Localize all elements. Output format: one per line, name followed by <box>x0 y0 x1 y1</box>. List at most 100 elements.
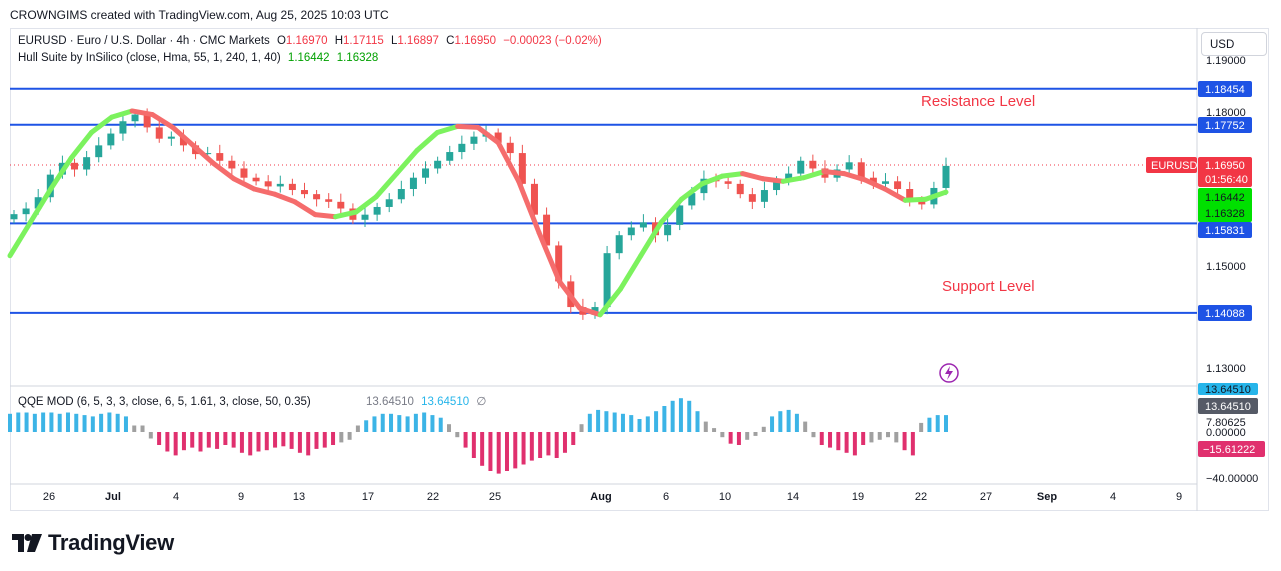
qqe-bar <box>173 432 178 456</box>
hull-segment <box>923 189 949 202</box>
chart-frame <box>10 28 1269 511</box>
candle-body <box>95 145 103 158</box>
qqe-bar <box>405 416 410 432</box>
candle-body <box>918 200 926 205</box>
candle-body <box>228 160 236 169</box>
candle-body <box>179 136 187 146</box>
candle-body <box>906 189 914 201</box>
candle-body <box>773 181 781 191</box>
qqe-bar <box>314 432 319 449</box>
qqe-bar <box>728 432 733 444</box>
qqe-bar <box>778 411 783 432</box>
time-axis[interactable]: 26 Jul 4 9 13 17 22 25 Aug 6 10 14 19 22 27 Sep 4 9 <box>43 491 1182 503</box>
hull-segment <box>312 212 339 220</box>
qqe-bar <box>811 432 816 438</box>
hull-segment <box>333 209 359 220</box>
candle-body <box>809 160 817 169</box>
candle-body <box>700 178 708 194</box>
qqe-bar <box>140 425 145 432</box>
candle-body <box>204 153 212 155</box>
qqe-bar <box>297 432 302 453</box>
x-tick: 4 <box>1110 491 1116 503</box>
hull-segment <box>129 108 155 118</box>
candle-body <box>131 114 139 122</box>
candle-body <box>845 162 853 170</box>
qqe-bar <box>389 413 394 432</box>
qqe-bar <box>488 432 493 471</box>
qqe-bar <box>148 432 153 439</box>
qqe-bar <box>736 432 741 445</box>
candle-body <box>603 253 611 308</box>
hull-segment <box>495 140 522 184</box>
low-label: L1.16897 <box>390 35 439 47</box>
qqe-bar <box>612 412 617 432</box>
svg-text:−15.61222: −15.61222 <box>1203 444 1255 456</box>
candle-body <box>494 132 502 143</box>
tradingview-logo[interactable]: TradingView <box>12 530 174 556</box>
support-label: Support Level <box>942 278 1035 295</box>
lightning-icon[interactable] <box>939 363 959 383</box>
hull-segment <box>88 114 115 136</box>
candle-body <box>10 214 18 220</box>
candle-body <box>83 157 91 170</box>
hull-indicator-name: Hull Suite by InSilico (close, Hma, 55, … <box>18 52 281 64</box>
candle-body <box>434 160 442 169</box>
candle-body <box>313 194 321 200</box>
qqe-bar <box>836 432 841 451</box>
svg-text:−40.00000: −40.00000 <box>1206 473 1258 485</box>
price-axis[interactable]: 1.19000 1.18000 1.15000 1.13000 <box>1206 55 1246 375</box>
candle-body <box>518 153 526 184</box>
qqe-bar <box>761 426 766 432</box>
x-tick: 9 <box>238 491 244 503</box>
candle-body <box>216 153 224 161</box>
candle-body <box>143 114 151 128</box>
candle-body <box>627 227 635 236</box>
hull-segment <box>251 186 278 197</box>
qqe-bar <box>786 409 791 432</box>
qqe-bar <box>861 432 866 445</box>
candle-body <box>543 214 551 246</box>
level-label-14088: 1.14088 <box>1198 305 1252 321</box>
hull-segment <box>414 130 440 153</box>
hull-segment <box>577 305 603 318</box>
y-tick: 1.19000 <box>1206 55 1246 67</box>
x-tick: 22 <box>427 491 439 503</box>
svg-text:7.80625: 7.80625 <box>1206 417 1246 429</box>
level-label-15831: 1.15831 <box>1198 222 1252 238</box>
hull-segment <box>27 186 54 225</box>
hull-segment <box>841 171 868 183</box>
qqe-bar <box>206 432 211 448</box>
hull-segment <box>170 124 196 148</box>
qqe-axis[interactable]: 13.64510 13.64510 7.80625 0.00000 −15.61… <box>1198 383 1265 485</box>
hull-segment <box>617 253 644 292</box>
qqe-bar <box>239 432 244 453</box>
change-value: −0.00023 (−0.02%) <box>503 35 602 47</box>
candle-body <box>397 189 405 200</box>
qqe-bar <box>331 432 336 445</box>
hull-segment <box>455 123 481 130</box>
resistance-label: Resistance Level <box>921 93 1035 110</box>
qqe-bar <box>662 406 667 432</box>
qqe-bar <box>231 432 236 448</box>
qqe-bar <box>32 413 37 432</box>
qqe-bar <box>49 412 54 432</box>
currency-button[interactable]: USD <box>1201 32 1267 56</box>
candle-body <box>422 168 430 178</box>
qqe-bar <box>447 424 452 432</box>
qqe-bar <box>223 432 228 445</box>
qqe-bar <box>571 432 576 445</box>
qqe-bar <box>264 432 269 451</box>
qqe-bar <box>422 412 427 432</box>
qqe-bar <box>803 421 808 432</box>
candle-body <box>530 183 538 215</box>
tradingview-logo-icon <box>12 534 42 552</box>
qqe-bar <box>877 432 882 440</box>
y-tick: 1.18000 <box>1206 107 1246 119</box>
qqe-bar <box>24 412 29 432</box>
qqe-bar <box>380 413 385 432</box>
qqe-bar <box>413 413 418 432</box>
hull-segment <box>210 160 237 182</box>
candles-group <box>10 108 950 320</box>
qqe-bar <box>852 432 857 456</box>
